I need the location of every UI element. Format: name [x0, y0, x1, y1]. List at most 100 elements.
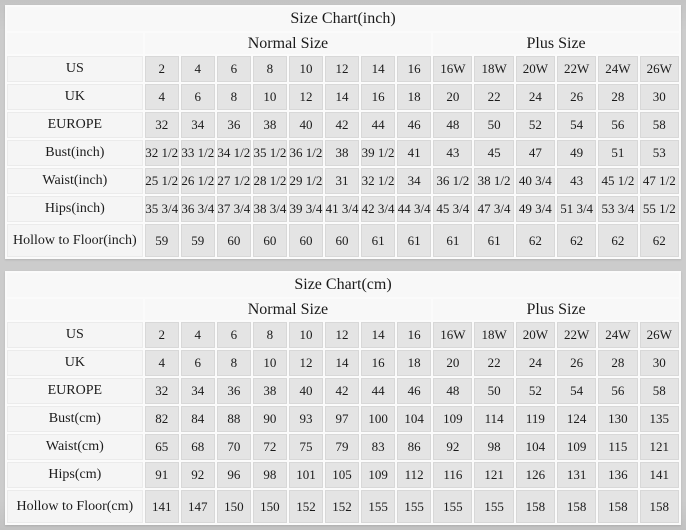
size-cell-plus: 47 3/4 — [474, 196, 514, 222]
size-cell-normal: 65 — [144, 434, 179, 460]
size-cell-plus: 18W — [474, 56, 514, 82]
size-cell-plus: 20 — [433, 84, 473, 110]
size-cell-plus: 52 — [515, 378, 555, 404]
size-cell-normal: 88 — [216, 406, 251, 432]
table-row: Waist(cm) 65 68 70 72 75 79 83 86 92 98 104 109 115 12… — [7, 434, 679, 460]
size-cell-plus: 26 — [557, 84, 597, 110]
size-cell-normal: 60 — [216, 224, 251, 257]
size-cell-normal: 6 — [216, 322, 251, 348]
size-cell-normal: 34 — [397, 168, 432, 194]
size-cell-normal: 93 — [288, 406, 324, 432]
size-cell-plus: 43 — [433, 140, 473, 166]
size-cell-plus: 51 3/4 — [557, 196, 597, 222]
size-cell-normal: 92 — [180, 462, 215, 488]
size-cell-plus: 50 — [474, 112, 514, 138]
size-cell-plus: 45 — [474, 140, 514, 166]
size-cell-normal: 18 — [397, 350, 432, 376]
size-cell-normal: 82 — [144, 406, 179, 432]
size-cell-plus: 16W — [433, 56, 473, 82]
size-cell-plus: 126 — [515, 462, 555, 488]
size-cell-normal: 8 — [216, 350, 251, 376]
row-label: US — [7, 56, 143, 82]
size-cell-normal: 38 — [252, 378, 287, 404]
size-cell-normal: 12 — [325, 56, 360, 82]
row-label: Hollow to Floor(inch) — [7, 224, 143, 257]
table-row: Bust(cm) 82 84 88 90 93 97 100 104 109 114 119 124 13… — [7, 406, 679, 432]
size-cell-normal: 42 — [325, 378, 360, 404]
corner-blank-cell — [7, 299, 143, 320]
size-cell-plus: 116 — [433, 462, 473, 488]
size-cell-normal: 25 1/2 — [144, 168, 179, 194]
size-cell-normal: 100 — [361, 406, 396, 432]
size-cell-normal: 42 — [325, 112, 360, 138]
size-cell-normal: 35 3/4 — [144, 196, 179, 222]
size-cell-normal: 105 — [325, 462, 360, 488]
size-cell-plus: 20W — [515, 56, 555, 82]
size-cell-plus: 20 — [433, 350, 473, 376]
size-cell-plus: 49 3/4 — [515, 196, 555, 222]
table-row: Hollow to Floor(cm) 141 147 150 150 152 152 155… — [7, 490, 679, 523]
size-cell-plus: 22W — [557, 322, 597, 348]
size-chart-inch-body: Size Chart(inch) Normal Size Plus Size US 2 4… — [7, 7, 679, 257]
size-cell-normal: 32 1/2 — [144, 140, 179, 166]
size-cell-normal: 91 — [144, 462, 179, 488]
size-cell-normal: 37 3/4 — [216, 196, 251, 222]
size-cell-normal: 34 — [180, 378, 215, 404]
size-cell-normal: 12 — [325, 322, 360, 348]
size-cell-normal: 70 — [216, 434, 251, 460]
size-cell-plus: 22 — [474, 350, 514, 376]
size-cell-plus: 28 — [598, 84, 638, 110]
size-cell-plus: 54 — [557, 112, 597, 138]
size-cell-normal: 109 — [361, 462, 396, 488]
size-cell-normal: 6 — [180, 84, 215, 110]
size-cell-normal: 2 — [144, 56, 179, 82]
group-header-normal-size: Normal Size — [144, 299, 432, 320]
size-cell-plus: 54 — [557, 378, 597, 404]
size-cell-plus: 136 — [598, 462, 638, 488]
row-label: Bust(cm) — [7, 406, 143, 432]
table-row: EUROPE 32 34 36 38 40 42 44 46 48 50 52 54 56 58 — [7, 112, 679, 138]
size-cell-normal: 61 — [361, 224, 396, 257]
size-cell-plus: 119 — [515, 406, 555, 432]
size-cell-normal: 68 — [180, 434, 215, 460]
row-label: US — [7, 322, 143, 348]
group-header-normal-size: Normal Size — [144, 33, 432, 54]
table-row: UK 4 6 8 10 12 14 16 18 20 22 24 26 28 30 — [7, 84, 679, 110]
group-header-row: Normal Size Plus Size — [7, 299, 679, 320]
size-cell-normal: 90 — [252, 406, 287, 432]
size-cell-normal: 42 3/4 — [361, 196, 396, 222]
size-cell-plus: 24 — [515, 84, 555, 110]
group-header-row: Normal Size Plus Size — [7, 33, 679, 54]
size-cell-normal: 34 1/2 — [216, 140, 251, 166]
size-chart-cm-body: Size Chart(cm) Normal Size Plus Size US 2 4 6 8… — [7, 273, 679, 523]
size-cell-plus: 45 3/4 — [433, 196, 473, 222]
size-cell-normal: 36 — [216, 112, 251, 138]
size-cell-plus: 158 — [598, 490, 638, 523]
row-label: EUROPE — [7, 378, 143, 404]
size-cell-plus: 158 — [639, 490, 679, 523]
size-cell-normal: 39 3/4 — [288, 196, 324, 222]
size-cell-plus: 45 1/2 — [598, 168, 638, 194]
size-cell-normal: 86 — [397, 434, 432, 460]
size-cell-plus: 36 1/2 — [433, 168, 473, 194]
size-cell-normal: 32 1/2 — [361, 168, 396, 194]
table-row: US 2 4 6 8 10 12 14 16 16W 18W 20W 22W 24W 26W — [7, 322, 679, 348]
size-cell-plus: 22 — [474, 84, 514, 110]
size-cell-normal: 10 — [252, 84, 287, 110]
size-cell-normal: 46 — [397, 112, 432, 138]
size-cell-plus: 62 — [598, 224, 638, 257]
size-cell-plus: 158 — [557, 490, 597, 523]
table-row: US 2 4 6 8 10 12 14 16 16W 18W 20W 22W 24W 26W — [7, 56, 679, 82]
row-label: UK — [7, 84, 143, 110]
size-cell-normal: 44 3/4 — [397, 196, 432, 222]
size-cell-normal: 40 — [288, 112, 324, 138]
table-row: Hips(cm) 91 92 96 98 101 105 109 112 116 121 126 131… — [7, 462, 679, 488]
size-cell-plus: 56 — [598, 378, 638, 404]
size-cell-normal: 60 — [288, 224, 324, 257]
size-cell-plus: 131 — [557, 462, 597, 488]
table-row: Bust(inch) 32 1/2 33 1/2 34 1/2 35 1/2 36 1/2… — [7, 140, 679, 166]
size-chart-inch-table: Size Chart(inch) Normal Size Plus Size US 2 4… — [5, 5, 681, 259]
size-cell-normal: 112 — [397, 462, 432, 488]
size-cell-plus: 141 — [639, 462, 679, 488]
size-cell-normal: 44 — [361, 112, 396, 138]
